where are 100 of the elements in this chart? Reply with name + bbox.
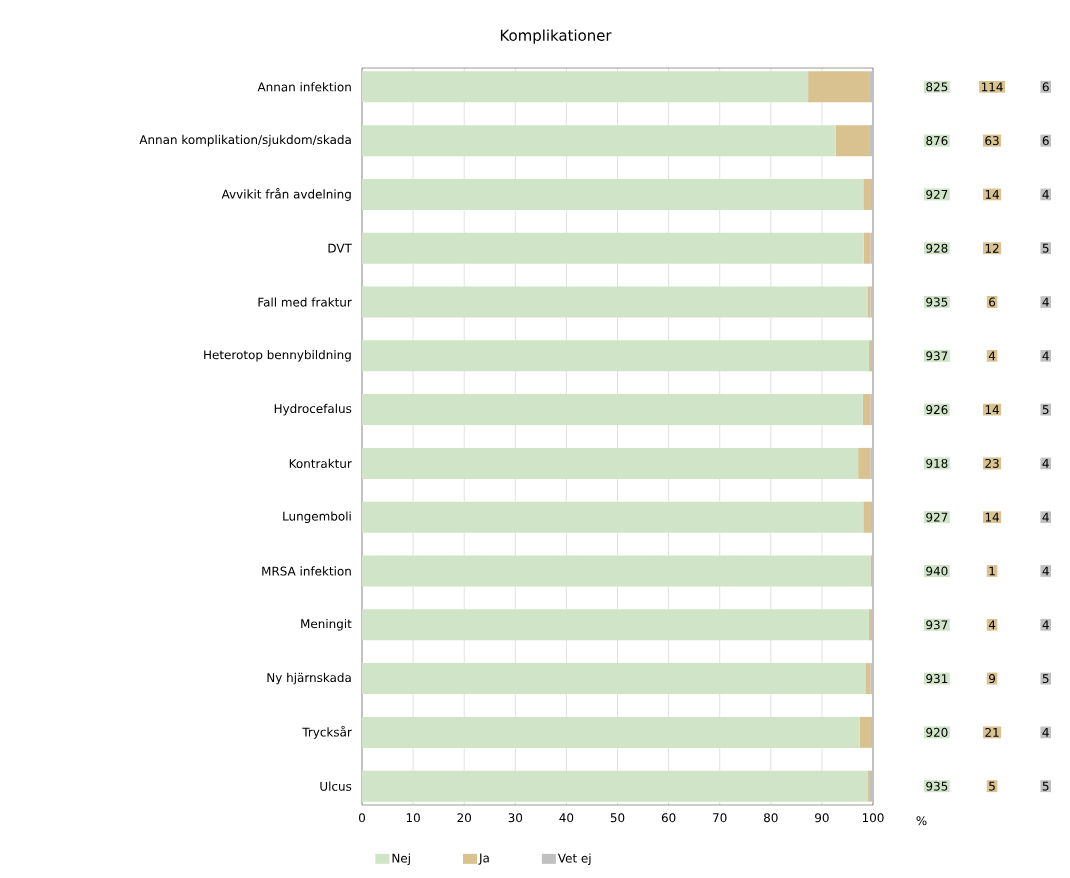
y-tick-label: Annan komplikation/sjukdom/skada [139,134,351,147]
bar [863,178,871,210]
bar [362,555,871,587]
x-tick-label: 40 [559,813,574,823]
y-tick-label: Hydrocefalus [274,403,352,416]
text: 4 [988,351,996,361]
text: 14 [985,190,1000,199]
bar [362,663,866,695]
bar [870,447,873,479]
text: 5 [1042,243,1049,253]
text: 63 [985,136,999,146]
bar [362,125,836,157]
x-tick-label: 10 [406,813,420,823]
text: 6 [989,297,996,307]
bar [859,716,871,748]
chart-title: Komplikationer [500,29,612,44]
text: 876 [926,136,948,146]
text: 5 [1042,781,1049,791]
text: 4 [1042,190,1049,199]
bar [869,125,874,157]
text: 937 [926,351,948,361]
bar [362,71,809,103]
bar [870,501,874,533]
text: 5 [989,781,995,791]
y-tick-label: Avvikit från avdelning [221,187,351,201]
bar [362,340,869,372]
text: 14 [985,405,1000,414]
y-tick-label: Kontraktur [289,458,352,469]
x-tick-label: 70 [713,813,727,823]
text: 9 [989,674,996,684]
text: 935 [926,781,948,791]
text: 5 [1042,674,1049,684]
bar [863,232,871,264]
text: 920 [926,727,948,737]
text: 825 [926,82,948,92]
text: 4 [1042,620,1049,630]
y-tick-label: Ny hjärnskada [267,672,351,685]
bar [362,770,868,802]
text: 918 [926,458,948,468]
y-tick-label: Ulcus [320,781,352,791]
text: 4 [1042,351,1049,361]
text: 931 [926,674,948,684]
text: 4 [1042,728,1049,737]
text: 4 [1042,512,1049,522]
bar [870,663,874,695]
bar [362,501,864,533]
bar [362,232,864,264]
text: 6 [1042,136,1049,146]
text: 928 [926,243,948,253]
text: 1 [989,566,995,576]
x-tick-label: 20 [457,813,472,823]
y-tick-label: Lungemboli [283,511,351,523]
text: 926 [926,405,948,415]
y-tick-label: Fall med fraktur [258,297,352,307]
bar [869,71,874,103]
bar [362,716,860,748]
text: 114 [981,82,1003,92]
x-tick-label: 90 [815,813,829,823]
bar [858,447,871,479]
x-tick-label: 30 [508,813,523,823]
y-tick-label: MRSA infektion [262,566,351,576]
text: 927 [926,512,948,522]
x-tick-label: 100 [862,813,884,823]
bar [870,178,874,210]
bar [863,501,871,533]
bar [865,663,871,695]
y-tick-label: Annan infektion [257,82,351,92]
x-tick-label: 50 [610,813,625,823]
text: 940 [926,566,948,576]
x-tick-label: 60 [661,813,676,823]
bar [870,232,874,264]
text: 937 [926,620,948,630]
x-axis-title: % [916,816,927,826]
bar [835,125,870,157]
text: 14 [985,512,1000,522]
text: 4 [1042,566,1049,576]
y-tick-label: Meningit [301,619,352,631]
text: 5 [1042,405,1049,415]
bar [362,286,868,318]
text: 4 [988,620,996,630]
x-tick-label: 80 [764,813,778,823]
bar [870,394,874,426]
text: 935 [926,297,948,307]
y-tick-label: Trycksår [302,725,352,739]
y-tick-label: DVT [328,243,352,253]
text: 4 [1042,297,1049,307]
text: 927 [926,189,948,199]
bar [362,447,859,479]
legend-label: Vet ej [557,853,591,865]
bar [808,71,870,103]
y-tick-label: Heterotop bennybildning [204,350,351,362]
text: 21 [985,727,999,737]
text: 23 [985,458,999,468]
x-tick-label: 0 [358,813,366,823]
legend-label: Ja [478,853,489,865]
text: 6 [1042,82,1049,92]
bar [362,394,863,426]
bar [362,178,864,210]
text: 4 [1042,459,1049,468]
bar [862,394,871,426]
